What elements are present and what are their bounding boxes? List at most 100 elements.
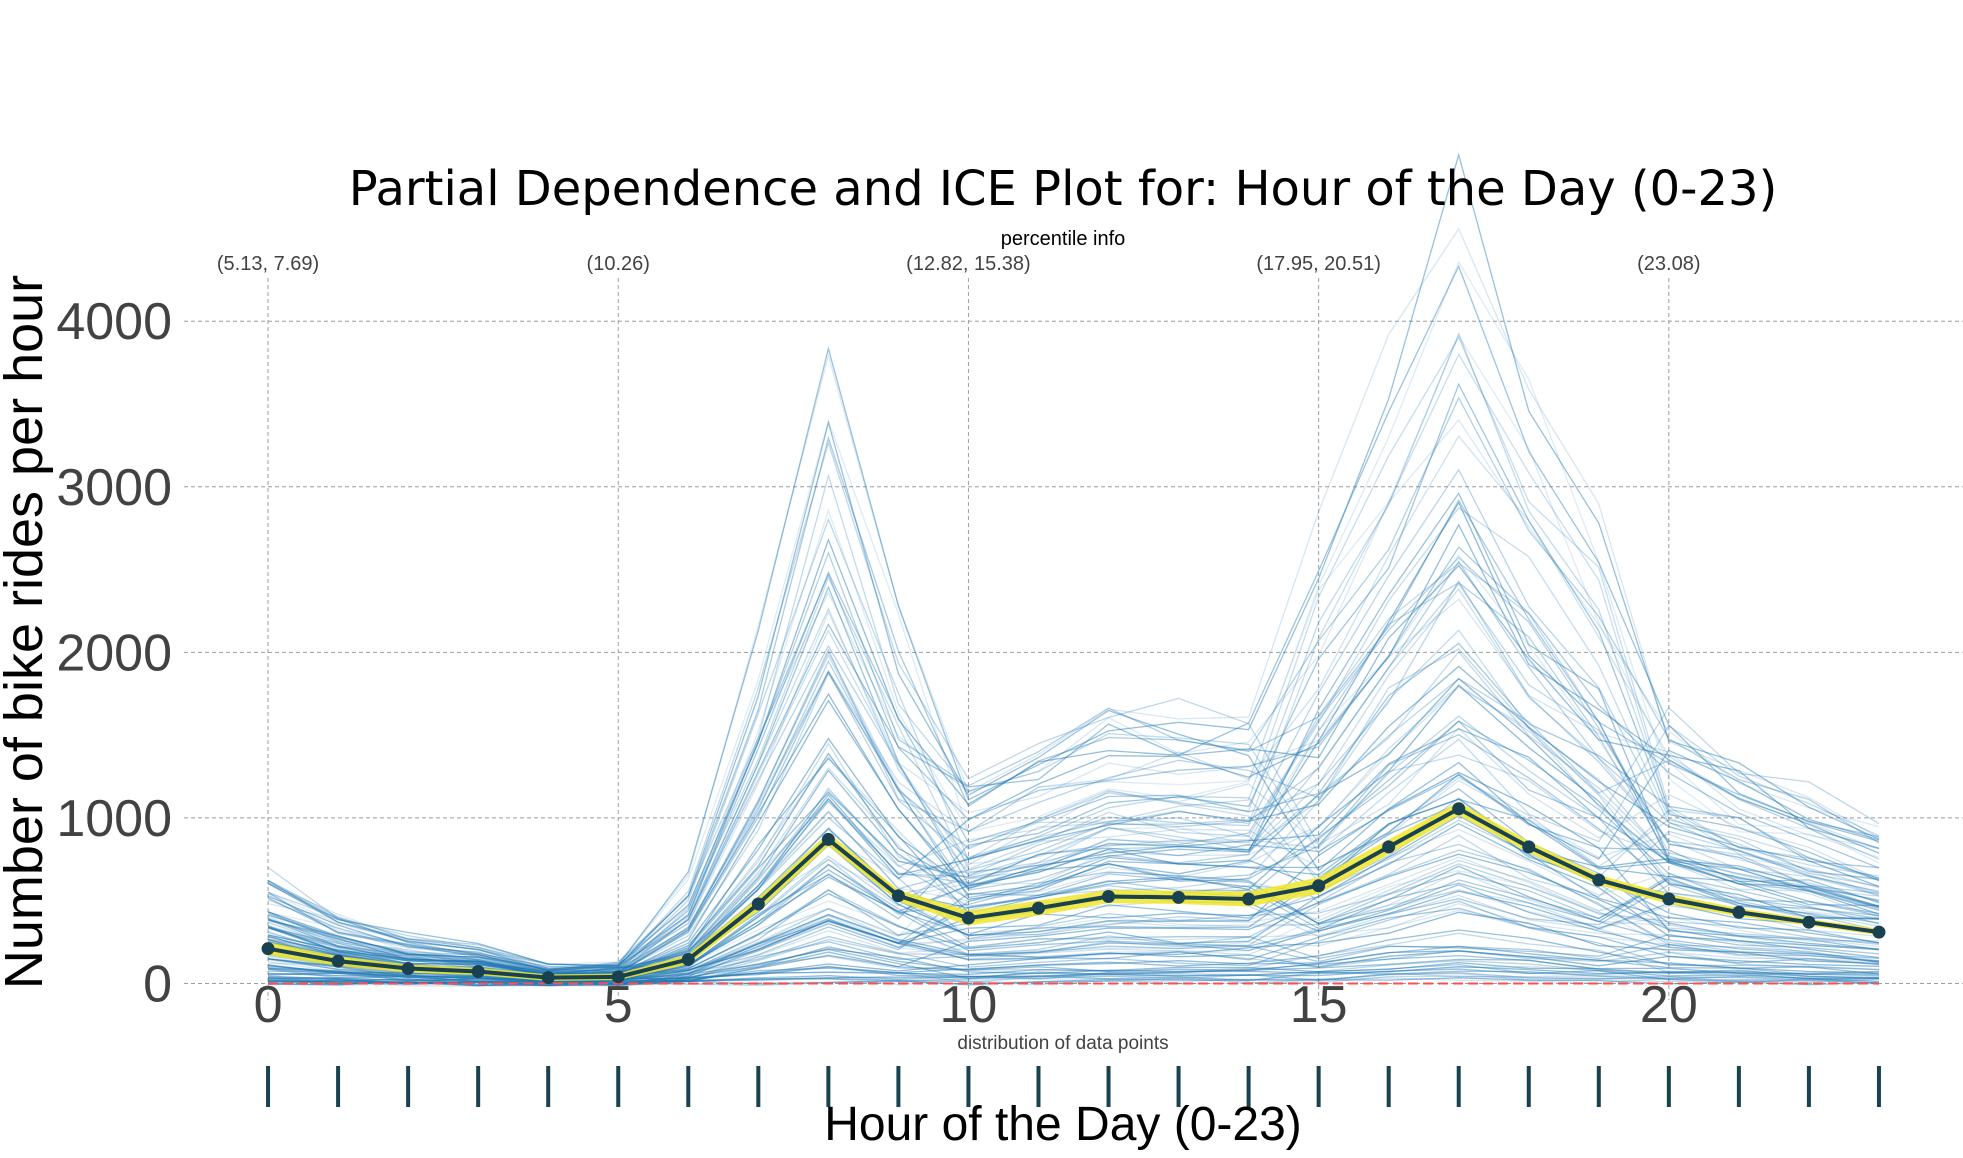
ice-line xyxy=(267,968,1880,987)
ice-line xyxy=(267,873,1880,985)
pdp-point xyxy=(471,965,485,979)
ice-line xyxy=(267,948,1880,987)
ice-line xyxy=(267,665,1880,976)
ice-line xyxy=(267,260,1880,971)
pdp-point xyxy=(541,971,555,985)
ice-line xyxy=(267,728,1880,977)
ice-line xyxy=(267,501,1880,975)
pdp-point xyxy=(961,911,975,925)
ice-line xyxy=(267,353,1880,976)
ice-line xyxy=(267,473,1880,970)
pdp-point xyxy=(611,970,625,984)
distribution-layer xyxy=(266,1066,1881,1107)
ice-line xyxy=(267,971,1880,986)
ice-line xyxy=(267,771,1880,983)
y-tick-label: 3000 xyxy=(56,459,172,517)
grid-layer xyxy=(184,278,1963,1000)
ice-line xyxy=(267,227,1880,966)
ice-line xyxy=(267,264,1880,972)
ice-line xyxy=(267,598,1880,966)
pdp-point xyxy=(1382,840,1396,854)
pdp-point xyxy=(1242,892,1256,906)
x-tick-label: 5 xyxy=(604,976,633,1034)
pdp-point xyxy=(1031,901,1045,915)
ice-line xyxy=(267,965,1880,987)
pdp-point xyxy=(401,962,415,976)
pdp-point xyxy=(1312,879,1326,893)
ice-line xyxy=(267,677,1880,975)
x-tick-label: 0 xyxy=(254,976,283,1034)
ice-line xyxy=(267,963,1880,987)
percentile-tick-label: (5.13, 7.69) xyxy=(217,253,319,275)
x-axis-label: Hour of the Day (0-23) xyxy=(824,1098,1302,1151)
ice-line xyxy=(267,579,1880,973)
pdp-point xyxy=(1732,905,1746,919)
percentile-tick-label: (23.08) xyxy=(1637,253,1700,275)
y-tick-label: 2000 xyxy=(56,624,172,682)
ice-line xyxy=(267,435,1880,971)
x-tick-label: 10 xyxy=(940,976,998,1034)
percentile-tick-label: (10.26) xyxy=(587,253,650,275)
ice-line xyxy=(267,440,1880,969)
ice-line xyxy=(267,975,1880,987)
ice-line xyxy=(267,523,1880,969)
ice-line xyxy=(267,954,1880,986)
pdp-layer xyxy=(261,802,1886,985)
percentile-tick-label: (12.82, 15.38) xyxy=(906,253,1031,275)
ice-line xyxy=(267,742,1880,976)
ice-line xyxy=(267,902,1880,985)
ice-line xyxy=(267,970,1880,986)
ice-line xyxy=(267,353,1880,971)
pdp-point xyxy=(681,952,695,966)
ice-line xyxy=(267,948,1880,986)
ice-line xyxy=(267,889,1880,983)
pdp-point xyxy=(751,897,765,911)
percentile-info-label: percentile info xyxy=(1001,228,1126,250)
ice-line xyxy=(267,699,1880,975)
ice-line xyxy=(267,560,1880,975)
pdp-point xyxy=(1102,890,1116,904)
y-tick-label: 4000 xyxy=(56,293,172,351)
x-tick-label: 20 xyxy=(1640,976,1698,1034)
ice-line xyxy=(267,972,1880,986)
pdp-point xyxy=(1592,873,1606,887)
ice-line xyxy=(267,546,1880,971)
ice-line xyxy=(267,506,1880,972)
pdp-point xyxy=(1802,915,1816,929)
percentile-tick-label: (17.95, 20.51) xyxy=(1256,253,1381,275)
x-tick-label: 15 xyxy=(1290,976,1348,1034)
pdp-line xyxy=(267,806,1880,980)
pdp-point xyxy=(1522,840,1536,854)
pdp-point xyxy=(1452,802,1466,816)
y-tick-label: 0 xyxy=(143,955,172,1013)
ice-line xyxy=(267,607,1880,975)
ice-line xyxy=(267,152,1880,967)
ice-line xyxy=(267,334,1880,972)
pdp-point xyxy=(1662,892,1676,906)
ice-line xyxy=(267,468,1880,975)
ice-line xyxy=(267,869,1880,985)
ice-lines-layer xyxy=(267,152,1880,987)
ice-line xyxy=(267,962,1880,986)
pdp-point xyxy=(1872,925,1886,939)
axis-layer: 0 1000 2000 3000 4000 0 5 10 15 20 (5.13, 7.69) (10… xyxy=(56,253,1700,1034)
pdp-point xyxy=(891,889,905,903)
y-axis-label: Number of bike rides per hour xyxy=(0,275,54,989)
pdp-point xyxy=(261,942,275,956)
ice-line xyxy=(267,570,1880,969)
pdp-point xyxy=(1172,890,1186,904)
ice-line xyxy=(267,684,1880,978)
ice-line xyxy=(267,335,1880,972)
y-tick-label: 1000 xyxy=(56,790,172,848)
ice-line xyxy=(267,670,1880,975)
ice-line xyxy=(267,382,1880,971)
ice-line xyxy=(267,863,1880,982)
ice-line xyxy=(267,582,1880,975)
ice-line xyxy=(267,420,1880,967)
pdp-point xyxy=(331,954,345,968)
ice-line xyxy=(267,977,1880,987)
ice-line xyxy=(267,396,1880,969)
ice-line xyxy=(267,945,1880,985)
